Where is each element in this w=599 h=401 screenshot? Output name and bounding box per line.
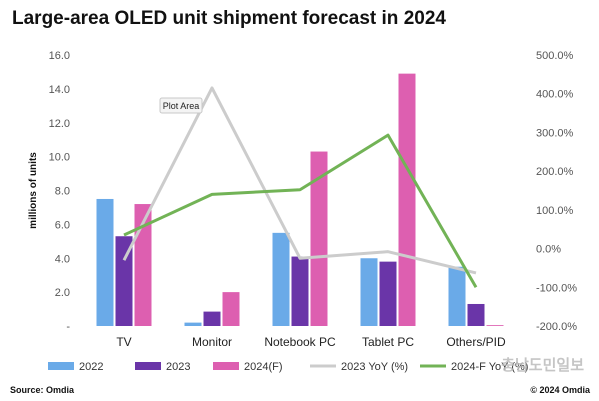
y2-tick-label: 400.0% (536, 89, 574, 101)
tooltip-box (159, 97, 203, 114)
bar-2023 (115, 236, 133, 326)
x-category-label: Notebook PC (264, 335, 336, 349)
legend-label: 2024(F) (244, 361, 283, 373)
y-tick-label: 4.0 (55, 253, 70, 265)
bar-2023 (291, 256, 309, 326)
y-tick-label: 10.0 (49, 152, 70, 164)
bar-2024f (310, 151, 328, 326)
watermark-logo: 충남도민일보 (501, 356, 584, 374)
line-2024fyoy (123, 133, 478, 289)
bar-2023 (203, 311, 221, 326)
bar-2024f (398, 73, 416, 326)
x-category-label: Others/PID (446, 335, 506, 349)
copyright-note: © 2024 Omdia (530, 385, 591, 395)
y2-tick-label: 200.0% (536, 166, 574, 178)
bar-2023 (379, 261, 397, 326)
legend-label: 2023 (166, 361, 190, 373)
legend-label: 2023 YoY (%) (341, 361, 408, 373)
bar-2023 (467, 303, 485, 326)
x-category-label: Tablet PC (362, 335, 414, 349)
x-category-label: TV (116, 335, 131, 349)
chart-title: Large-area OLED unit shipment forecast i… (12, 8, 446, 29)
legend-label: 2022 (79, 361, 103, 373)
bar-2022 (448, 266, 466, 326)
source-note: Source: Omdia (10, 385, 75, 395)
y-tick-label: 6.0 (55, 219, 70, 231)
x-category-label: Monitor (192, 335, 232, 349)
bar-2024f (222, 292, 240, 326)
y2-tick-label: -200.0% (536, 321, 577, 333)
y2-tick-label: 0.0% (536, 244, 561, 256)
bar-2022 (272, 232, 290, 326)
tooltip-label: Plot Area (163, 101, 200, 111)
y-tick-label: 16.0 (49, 50, 70, 62)
y2-tick-label: 300.0% (536, 127, 574, 139)
y-tick-label: 2.0 (55, 287, 70, 299)
y2-tick-label: -100.0% (536, 282, 577, 294)
legend-swatch (48, 362, 74, 370)
bar-2022 (360, 258, 378, 326)
legend-swatch (135, 362, 161, 370)
legend-swatch (213, 362, 239, 370)
y-axis-label: millions of units (28, 152, 39, 229)
bar-2022 (96, 198, 114, 326)
y-tick-label: 14.0 (49, 84, 70, 96)
bar-2022 (184, 322, 202, 326)
y2-tick-label: 500.0% (536, 50, 574, 62)
y-tick-label: 12.0 (49, 118, 70, 130)
legend-label: 2024-F YoY (%) (451, 361, 528, 373)
y-tick-label: 8.0 (55, 186, 70, 198)
y-tick-label: - (66, 321, 70, 333)
bar-2024f (486, 325, 504, 326)
line-2023yoy (122, 86, 477, 275)
y2-tick-label: 100.0% (536, 205, 574, 217)
